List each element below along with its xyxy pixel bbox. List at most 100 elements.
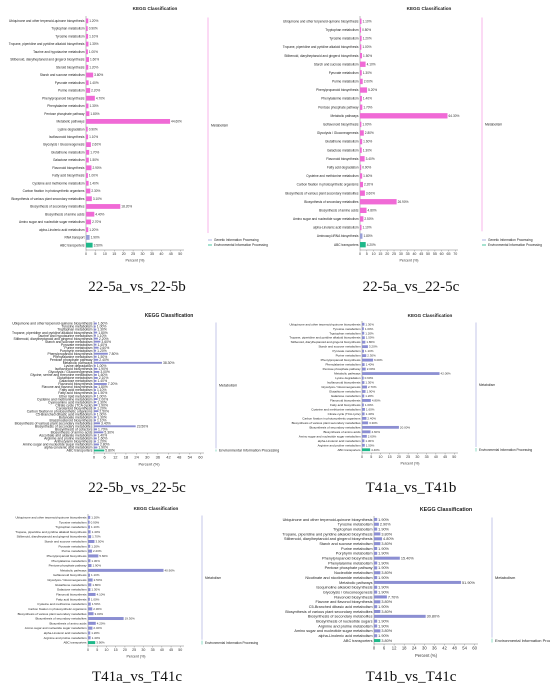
category-label: Glycolysis / Gluconeogenesis	[321, 385, 361, 389]
data-label: 2.90%	[380, 523, 391, 527]
category-label: Cyanoamino acid metabolism	[48, 400, 93, 404]
data-label: 1.10%	[97, 418, 107, 422]
x-tick-label: 25	[131, 252, 135, 256]
bar	[362, 367, 366, 371]
data-label: 1.20%	[91, 631, 100, 635]
category-label: Tyrosine metabolism	[61, 325, 92, 329]
data-label: 1.30%	[365, 322, 374, 326]
bar	[374, 595, 387, 599]
bar	[94, 364, 96, 367]
data-label: 2.90%	[92, 166, 101, 170]
x-tick-label: 48	[177, 455, 182, 460]
data-label: 1.60%	[90, 58, 99, 62]
bar	[94, 383, 107, 385]
bar	[94, 346, 99, 349]
x-tick-label: 60	[472, 646, 477, 651]
kegg-chart-22-5a-vs-22-5c: KEGG Classification 0 5 10 15 20 25 30 35 40 45 50 5…	[282, 3, 542, 305]
bar	[94, 386, 98, 388]
category-label: Glycolysis / Gluconeogenesis	[317, 131, 359, 135]
data-label: 1.20%	[89, 65, 98, 69]
data-label: 1.90%	[378, 552, 389, 556]
data-label: 0.90%	[365, 376, 374, 380]
data-label: 1.90%	[378, 624, 389, 628]
category-label: Phenylpropanoid biosynthesis	[47, 352, 92, 356]
bar	[362, 439, 365, 443]
data-label: 4.60%	[371, 430, 380, 434]
bar	[360, 199, 397, 205]
category-label: Pyruvate metabolism	[329, 71, 359, 75]
bar	[86, 49, 88, 55]
x-tick-label: 70	[453, 252, 457, 256]
data-label: 1.10%	[365, 349, 374, 353]
category-label: Biosynthesis of various plant secondary …	[18, 612, 87, 616]
category-label: Glycine, serine and threonine metabolism	[30, 373, 93, 377]
data-label: 1.00%	[365, 403, 374, 407]
category-label: Pentose phosphate pathway	[323, 367, 361, 371]
chart-caption: T41a_vs_T41c	[92, 669, 182, 685]
chart-title: KEGG Classification	[134, 506, 179, 511]
chart-svg: KEGG Classification 0 5 10 15 20 25 30 35 40 45 50 P…	[15, 506, 258, 659]
x-tick-label: 15	[378, 252, 382, 256]
bar	[86, 33, 89, 39]
chart-svg: KEGG Classification 0 6 12 18 24 30 36 42 48 54 60 P…	[282, 507, 550, 658]
category-label: Amino sugar and nucleotide sugar metabol…	[293, 217, 359, 221]
bar	[362, 399, 371, 402]
category-label: Tropane, piperidine and pyridine alkaloi…	[9, 42, 85, 46]
bar	[374, 517, 378, 521]
bar	[88, 578, 93, 582]
data-label: 1.00%	[89, 50, 98, 54]
category-label: Arginine and proline metabolism	[318, 624, 372, 628]
data-label: 1.20%	[89, 19, 98, 23]
data-label: 4.80%	[368, 208, 377, 212]
data-label: 1.70%	[90, 150, 99, 154]
category-label: Glycolysis / Gluconeogenesis	[43, 143, 85, 147]
x-tick-label: 45	[169, 648, 173, 652]
data-label: 1.30%	[91, 559, 100, 563]
bar	[360, 164, 362, 171]
data-label: 1.60%	[366, 407, 375, 411]
x-tick-label: 35	[151, 648, 155, 652]
category-label: Ubiquinone and other terpenoid-quinone b…	[283, 19, 359, 23]
data-label: 7.20%	[108, 382, 118, 386]
category-label: Biosynthesis of amino acids	[45, 212, 85, 216]
data-label: 0.90%	[89, 127, 98, 131]
category-label: Stilbenoid, diarylheptanoid and gingerol…	[17, 535, 87, 539]
chart-caption: 22-5a_vs_22-5c	[362, 279, 460, 295]
category-label: Arginine and proline metabolism	[44, 636, 87, 640]
data-label: 1.10%	[362, 19, 371, 23]
bar	[88, 530, 91, 534]
data-label: 1.60%	[98, 437, 108, 441]
x-tick-label: 30	[399, 252, 403, 256]
bar	[88, 564, 92, 568]
data-label: 1.90%	[367, 390, 376, 394]
data-label: 1.00%	[97, 394, 107, 398]
category-label: ABC transporters	[63, 641, 87, 645]
data-label: 1.20%	[91, 544, 100, 548]
bar	[362, 349, 365, 353]
category-label: Tyrosine metabolism	[55, 34, 85, 38]
category-label: Pentose phosphate pathway	[50, 358, 93, 362]
category-label: Pentose phosphate pathway	[318, 105, 359, 109]
data-label: 1.90%	[91, 236, 100, 240]
x-axis-label: Percent (%)	[401, 462, 420, 466]
category-label: Galactose metabolism	[59, 379, 93, 383]
category-label: Metabolic pathways	[334, 372, 361, 376]
category-label: Carbon fixation in photosynthetic organi…	[23, 189, 85, 193]
data-label: 42.00%	[441, 372, 452, 376]
data-label: 2.70%	[92, 220, 101, 224]
data-label: 4.80%	[383, 537, 394, 541]
bar	[374, 590, 378, 594]
data-label: 1.90%	[378, 586, 389, 590]
bar	[362, 340, 366, 344]
x-tick-label: 25	[132, 648, 136, 652]
category-label: Phenylalanine metabolism	[47, 104, 85, 108]
data-label: 1.60%	[98, 322, 108, 326]
category-label: Isoquinoline alkaloid biosynthesis	[316, 586, 372, 590]
category-label: Carbon fixation in photosynthetic organi…	[27, 409, 93, 413]
category-label: Purine metabolism	[332, 80, 359, 84]
category-label: C5-Branched dibasic acid metabolism	[309, 605, 373, 609]
bar	[362, 394, 365, 398]
bar	[360, 147, 362, 153]
chart-caption: 22-5b_vs_22-5c	[88, 480, 186, 496]
category-label: Taurine and hypotaurine metabolism	[33, 50, 85, 54]
